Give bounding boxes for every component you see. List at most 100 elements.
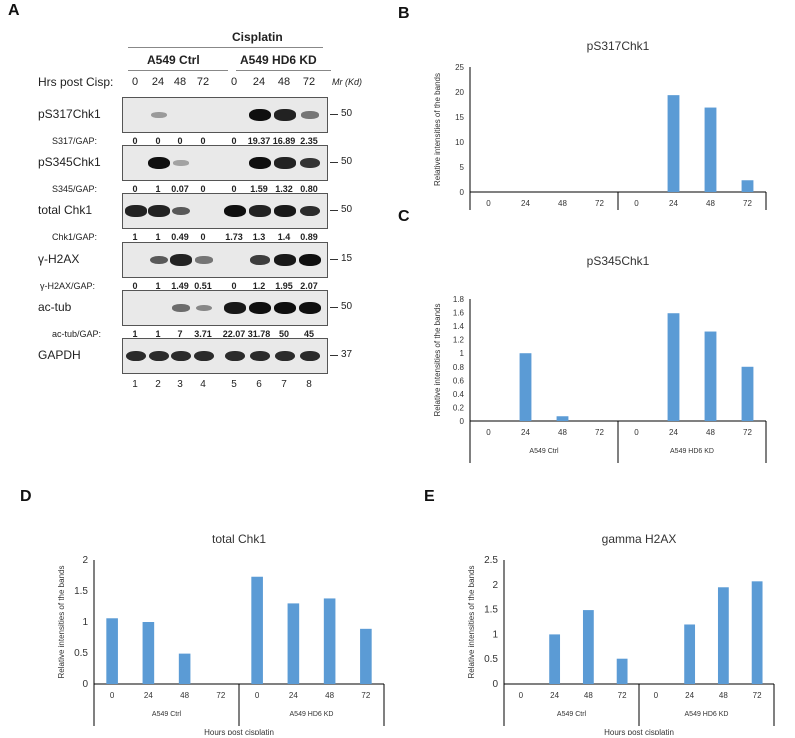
quant-value: 0.51	[194, 281, 212, 291]
lane-number: 4	[200, 379, 206, 390]
x-category-label: 72	[753, 691, 762, 700]
bar	[582, 610, 594, 684]
time-point-label: 0	[131, 76, 139, 88]
blot-band	[125, 350, 147, 362]
x-category-label: 48	[706, 199, 715, 208]
quant-value: 1.73	[225, 232, 243, 242]
quant-value: 0.49	[171, 232, 189, 242]
size-marker-tick	[330, 259, 338, 260]
size-marker-label: 50	[341, 156, 353, 167]
x-category-label: 0	[654, 691, 659, 700]
group-left-line	[128, 70, 228, 71]
x-category-label: 72	[361, 691, 370, 700]
lane-number: 1	[132, 379, 138, 390]
quant-value: 0	[132, 136, 138, 146]
x-category-label: 72	[595, 199, 604, 208]
group-label: A549 HD6 KD	[685, 711, 729, 718]
blot-band	[299, 157, 321, 169]
bar	[741, 180, 754, 192]
x-category-label: 24	[289, 691, 298, 700]
lane-number: 7	[281, 379, 287, 390]
y-tick-label: 0	[492, 679, 498, 690]
x-category-label: 0	[486, 199, 491, 208]
bar	[667, 313, 680, 421]
time-point-label: 24	[151, 76, 165, 88]
quant-label: γ-H2AX/GAP:	[40, 281, 96, 291]
panel-label-b: B	[398, 5, 410, 22]
chart-title: pS317Chk1	[587, 39, 650, 53]
x-axis-label: Hours post cisplatin	[204, 728, 274, 735]
quant-value: 1	[155, 281, 161, 291]
quant-value: 0	[132, 184, 138, 194]
size-marker-tick	[330, 114, 338, 115]
blot-strip	[122, 338, 328, 374]
blot-band	[172, 304, 190, 312]
blot-band	[149, 255, 169, 265]
x-category-label: 0	[110, 691, 115, 700]
bar	[178, 653, 191, 684]
quant-value: 1	[132, 329, 138, 339]
y-tick-label: 1.4	[453, 322, 465, 331]
time-point-label: 0	[230, 76, 238, 88]
lane-number: 6	[256, 379, 262, 390]
time-point-label: 48	[173, 76, 187, 88]
y-tick-label: 1	[82, 617, 88, 628]
panel-label-a: A	[8, 2, 20, 19]
blot-row-label: GAPDH	[38, 348, 81, 362]
y-tick-label: 25	[455, 63, 464, 72]
size-marker-label: 50	[341, 204, 353, 215]
blot-band	[170, 350, 192, 362]
y-tick-label: 1.6	[453, 309, 465, 318]
quant-value: 0	[231, 184, 237, 194]
time-point-label: 72	[302, 76, 316, 88]
size-marker-tick	[330, 355, 338, 356]
quant-value: 0	[132, 281, 138, 291]
blot-band	[171, 206, 191, 216]
blot-strip	[122, 97, 328, 133]
quant-value: 1	[155, 184, 161, 194]
treatment-label: Cisplatin	[232, 30, 283, 44]
chart-total-chk1: total Chk1 Relative intensities of the ba…	[57, 532, 385, 735]
y-tick-label: 15	[455, 113, 464, 122]
chart-ps345chk1: pS345Chk1 Relative intensities of the ban…	[433, 254, 767, 463]
blot-strip	[122, 145, 328, 181]
western-blot-panel: Cisplatin A549 Ctrl A549 HD6 KD Hrs post…	[0, 0, 395, 480]
x-category-label: 48	[706, 428, 715, 437]
x-category-label: 72	[618, 691, 627, 700]
quant-label: Chk1/GAP:	[52, 232, 98, 242]
y-tick-label: 1	[492, 629, 498, 640]
blot-band	[125, 205, 147, 217]
lane-number: 5	[231, 379, 237, 390]
quant-value: 1.49	[171, 281, 189, 291]
quant-value: 19.37	[247, 136, 271, 146]
group-left-label: A549 Ctrl	[147, 53, 200, 67]
x-category-label: 72	[595, 428, 604, 437]
quant-value: 1.4	[277, 232, 291, 242]
x-category-label: 72	[743, 428, 752, 437]
blot-band	[148, 157, 170, 169]
blot-band	[195, 304, 213, 312]
bar	[717, 587, 729, 684]
quant-label: S345/GAP:	[52, 184, 98, 194]
y-tick-label: 0	[460, 188, 465, 197]
size-marker-tick	[330, 162, 338, 163]
blot-band	[249, 157, 271, 169]
quant-value: 1	[155, 232, 161, 242]
x-category-label: 48	[719, 691, 728, 700]
x-category-label: 48	[325, 691, 334, 700]
blot-band	[170, 254, 192, 266]
y-tick-label: 2	[82, 555, 88, 566]
bar	[667, 95, 680, 192]
chart-gamma-h2ax: gamma H2AX Relative intensities of the ba…	[467, 532, 775, 735]
blot-band	[274, 109, 296, 121]
blot-row-label: ac-tub	[38, 300, 72, 314]
group-right-label: A549 HD6 KD	[240, 53, 317, 67]
group-right-line	[236, 70, 331, 71]
quant-label: ac-tub/GAP:	[52, 329, 102, 339]
blot-band	[299, 254, 321, 266]
time-point-label: 24	[252, 76, 266, 88]
x-category-label: 0	[486, 428, 491, 437]
quant-value: 45	[303, 329, 314, 339]
x-category-label: 24	[521, 428, 530, 437]
blot-band	[274, 302, 296, 314]
